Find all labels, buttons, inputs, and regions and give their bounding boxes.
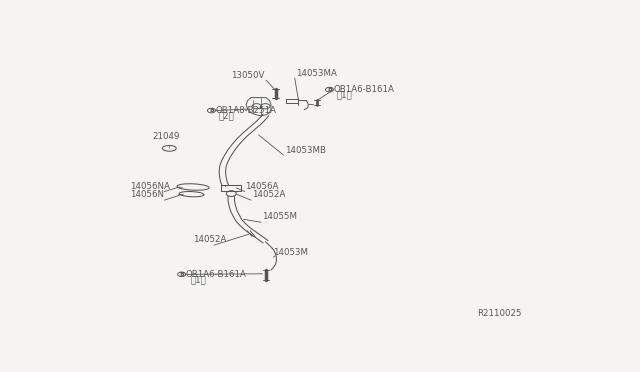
Text: 14053MA: 14053MA [296, 68, 337, 78]
Text: 14053M: 14053M [273, 248, 308, 257]
Text: 21049: 21049 [152, 132, 179, 141]
Text: （1）: （1） [190, 275, 206, 284]
Text: B: B [209, 108, 214, 113]
Text: 13050V: 13050V [231, 71, 265, 80]
Text: B: B [327, 87, 332, 92]
Text: 14052A: 14052A [252, 190, 285, 199]
Text: （2）: （2） [219, 111, 235, 120]
Text: OB1A6-B161A: OB1A6-B161A [186, 270, 246, 279]
Text: OB1A6-B161A: OB1A6-B161A [333, 85, 394, 94]
Bar [221, 185, 241, 191]
Text: 14055M: 14055M [262, 212, 296, 221]
Text: 14056A: 14056A [245, 182, 278, 191]
Text: 14053MB: 14053MB [285, 146, 326, 155]
Text: R2110025: R2110025 [477, 309, 522, 318]
Text: 14056N: 14056N [129, 190, 164, 199]
Text: 14056NA: 14056NA [129, 182, 170, 191]
Text: 14052A: 14052A [193, 235, 227, 244]
Text: （1）: （1） [337, 90, 353, 99]
Text: OB1A8-B251A: OB1A8-B251A [216, 106, 276, 115]
Text: B: B [179, 272, 184, 277]
